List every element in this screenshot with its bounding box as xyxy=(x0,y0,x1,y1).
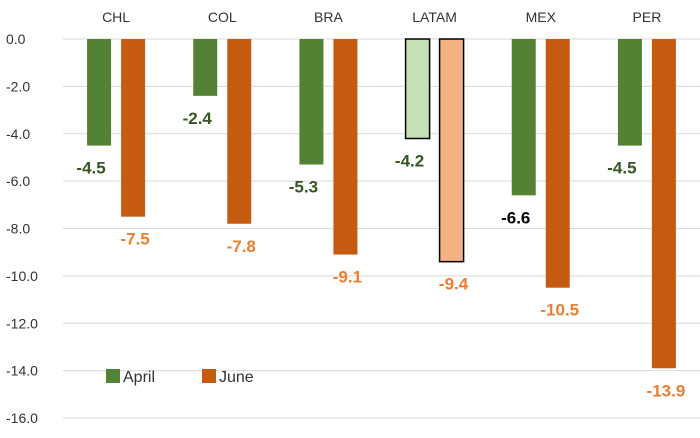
bar-april-latam xyxy=(404,38,431,140)
data-labels: -4.5 -7.5 -2.4 -7.8 -5.3 -9.1 -4.2 -9.4 -6.6 -10.… xyxy=(76,109,685,400)
y-tick-label: -12.0 xyxy=(6,315,38,331)
y-tick-label: -14.0 xyxy=(6,363,38,379)
y-tick-label: -8.0 xyxy=(6,221,30,237)
y-tick-label: 0.0 xyxy=(6,31,26,47)
legend-label-april: April xyxy=(123,369,155,386)
category-label: COL xyxy=(208,9,237,25)
legend-swatch-april xyxy=(106,369,120,383)
legend-swatch-june xyxy=(202,369,216,383)
bar-april-per xyxy=(617,39,642,146)
y-tick-label: -4.0 xyxy=(6,126,30,142)
data-label-june-latam: -9.4 xyxy=(439,275,469,294)
data-label-june-chl: -7.5 xyxy=(120,230,149,249)
data-label-april-mex: -6.6 xyxy=(501,208,530,227)
bar-june-mex xyxy=(545,39,570,288)
data-label-june-per: -13.9 xyxy=(647,381,686,400)
y-tick-label: -16.0 xyxy=(6,410,38,426)
bar-april-chl xyxy=(87,39,112,146)
data-label-june-mex: -10.5 xyxy=(540,301,579,320)
legend-label-june: June xyxy=(219,369,254,386)
bar-june-chl xyxy=(121,39,146,217)
data-label-june-col: -7.8 xyxy=(227,237,256,256)
bars xyxy=(87,38,676,369)
category-label: LATAM xyxy=(412,9,457,25)
data-label-april-latam: -4.2 xyxy=(395,151,424,170)
y-tick-label: -6.0 xyxy=(6,173,30,189)
y-axis-ticks: 0.0 -2.0 -4.0 -6.0 -8.0 -10.0 -12.0 -14.0 -16.0 xyxy=(6,31,38,426)
category-label: PER xyxy=(633,9,662,25)
data-label-june-bra: -9.1 xyxy=(333,268,362,287)
bar-june-per xyxy=(651,39,676,369)
bar-june-latam xyxy=(438,38,465,263)
bar-april-bra xyxy=(299,39,324,165)
legend: April June xyxy=(106,369,254,386)
y-tick-label: -10.0 xyxy=(6,268,38,284)
bar-april-col xyxy=(193,39,218,96)
category-label: MEX xyxy=(526,9,557,25)
bar-april-mex xyxy=(511,39,536,196)
data-label-april-per: -4.5 xyxy=(607,159,636,178)
y-tick-label: -2.0 xyxy=(6,78,30,94)
data-label-april-col: -2.4 xyxy=(183,109,213,128)
bar-june-bra xyxy=(333,39,358,255)
category-labels: CHL COL BRA LATAM MEX PER xyxy=(102,9,661,25)
bar-june-col xyxy=(227,39,252,224)
data-label-april-bra: -5.3 xyxy=(289,178,318,197)
grid-lines xyxy=(63,38,700,419)
data-label-april-chl: -4.5 xyxy=(76,159,105,178)
category-label: BRA xyxy=(314,9,343,25)
category-label: CHL xyxy=(102,9,130,25)
